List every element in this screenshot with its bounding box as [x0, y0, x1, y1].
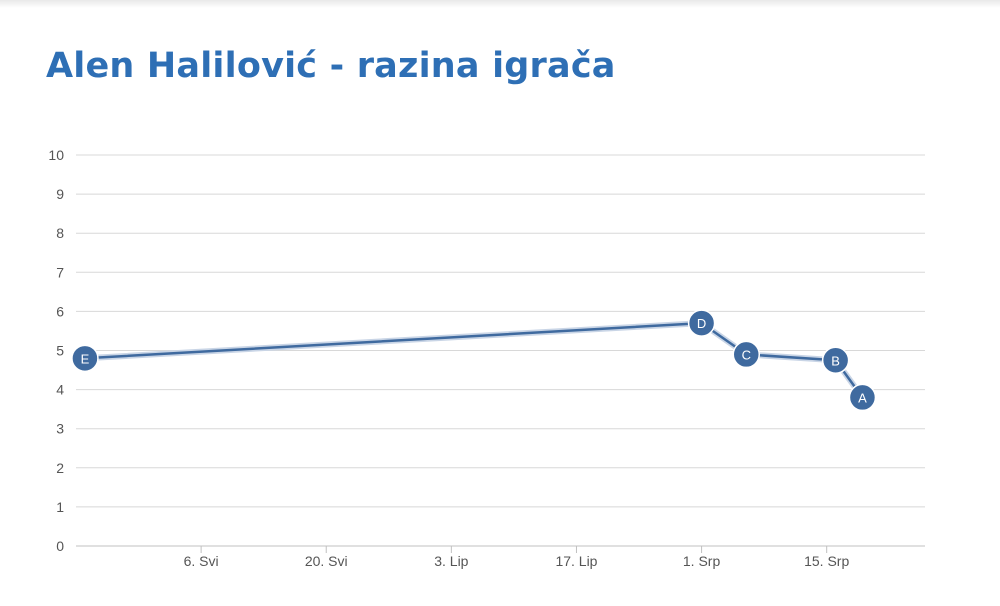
y-tick-label: 0: [56, 538, 64, 554]
y-tick-label: 5: [56, 343, 64, 359]
data-point-label: E: [81, 351, 90, 366]
x-tick-label: 6. Svi: [184, 553, 219, 569]
x-tick-label: 20. Svi: [305, 553, 348, 569]
data-point-b: [821, 346, 850, 375]
y-tick-label: 4: [56, 382, 64, 398]
chart-title: Alen Halilović - razina igrača: [46, 46, 616, 86]
data-point-label: B: [831, 353, 840, 368]
y-tick-label: 3: [56, 421, 64, 437]
y-tick-label: 1: [56, 499, 64, 515]
x-tick-label: 15. Srp: [804, 553, 849, 569]
y-axis-ticks: 0 1 2 3 4 5 6 7 8 9 10: [48, 147, 64, 554]
data-point-label: A: [858, 390, 867, 405]
data-point-label: C: [742, 347, 751, 362]
y-tick-label: 7: [56, 264, 64, 280]
y-tick-label: 6: [56, 303, 64, 319]
data-point-c: [732, 340, 761, 369]
data-point-d: [687, 309, 716, 337]
data-point-a: [848, 383, 877, 412]
x-tick-label: 17. Lip: [555, 553, 597, 569]
x-tick-label: 3. Lip: [434, 553, 468, 569]
grid-lines: [76, 154, 925, 547]
y-tick-label: 8: [56, 225, 64, 241]
x-axis-ticks: 6. Svi 20. Svi 3. Lip 17. Lip 1. Srp 15. Srp: [184, 546, 849, 569]
x-tick-label: 1. Srp: [683, 553, 721, 569]
y-tick-label: 2: [56, 460, 64, 476]
data-point-label: D: [697, 316, 706, 331]
data-points: E D C B A: [71, 309, 877, 412]
data-point-e: [71, 344, 99, 373]
top-border-strip: [0, 0, 1000, 8]
y-tick-label: 10: [48, 147, 64, 163]
y-tick-label: 9: [56, 186, 64, 202]
